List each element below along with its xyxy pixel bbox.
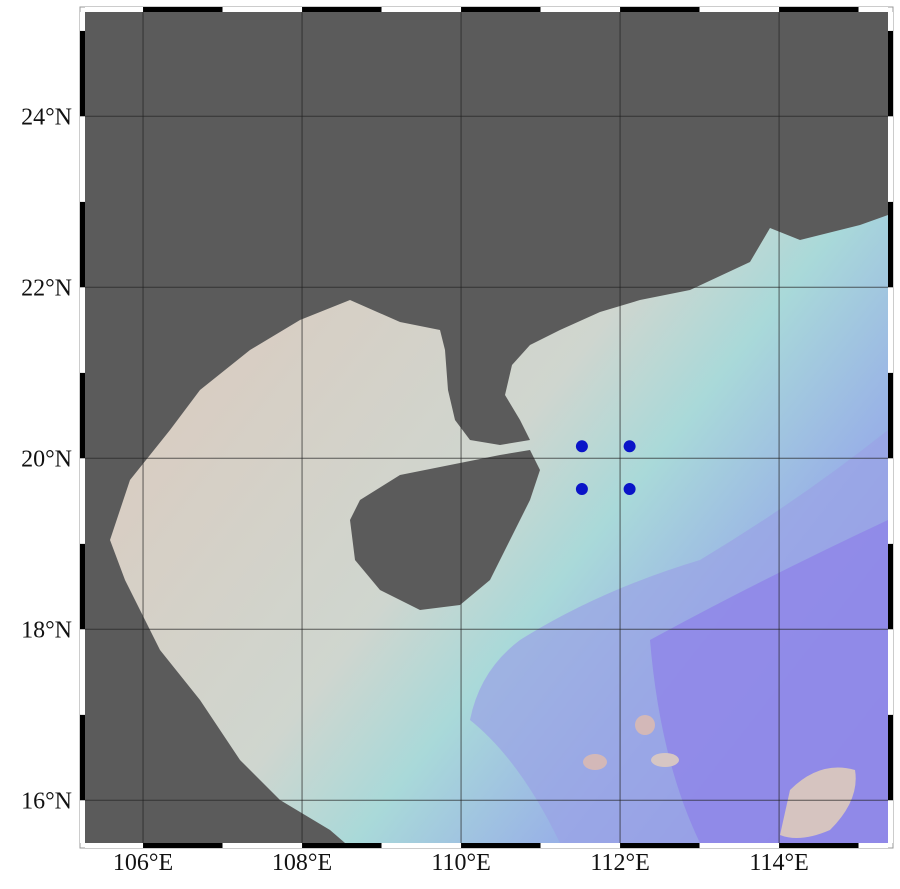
frame-bar xyxy=(779,843,859,848)
station-marker xyxy=(623,440,636,453)
mainland xyxy=(85,12,888,843)
frame-bar xyxy=(381,843,462,848)
lon-tick-label: 108°E xyxy=(272,850,332,876)
frame-bar xyxy=(888,458,893,544)
lon-tick-label: 112°E xyxy=(590,850,649,876)
frame-bar xyxy=(80,116,85,202)
frame-bar xyxy=(80,201,85,288)
frame-bar xyxy=(540,843,621,848)
frame-bar xyxy=(302,843,382,848)
lat-tick-label: 24°N xyxy=(21,104,72,130)
frame-bar xyxy=(858,843,888,848)
frame-bar xyxy=(80,629,85,715)
frame-bar xyxy=(620,7,700,12)
shoal xyxy=(635,715,655,735)
frame-bar xyxy=(80,800,85,843)
frame-bar xyxy=(699,843,780,848)
frame-bar xyxy=(888,543,893,630)
frame-bar xyxy=(888,116,893,202)
hainan-island xyxy=(350,450,540,610)
frame-bar xyxy=(143,7,223,12)
frame-bar xyxy=(222,7,303,12)
frame-bar xyxy=(888,800,893,843)
frame-bar xyxy=(80,30,85,117)
frame-bar xyxy=(888,714,893,801)
deep-basin-core xyxy=(650,520,888,843)
station-marker xyxy=(575,440,588,453)
frame-bar xyxy=(80,458,85,544)
lat-tick-label: 20°N xyxy=(21,446,72,472)
frame-bar xyxy=(85,843,144,848)
frame-bar xyxy=(858,7,888,12)
frame-bar xyxy=(888,201,893,288)
lon-tick-label: 106°E xyxy=(113,850,173,876)
frame-bar xyxy=(888,629,893,715)
frame-bar xyxy=(620,843,700,848)
frame-bar xyxy=(85,7,144,12)
lat-tick-label: 16°N xyxy=(21,788,72,814)
frame-bar xyxy=(80,287,85,373)
stations xyxy=(575,440,636,496)
axis-labels: 106°E 108°E 110°E 112°E 114°E 16°N 18°N 20°N 22°… xyxy=(21,104,809,876)
lon-tick-label: 114°E xyxy=(749,850,808,876)
frame-bar xyxy=(888,372,893,459)
shoal xyxy=(583,754,607,770)
frame-bar xyxy=(80,543,85,630)
lat-tick-label: 22°N xyxy=(21,275,72,301)
frame-bar xyxy=(143,843,223,848)
frame-bar xyxy=(80,714,85,801)
frame-bar xyxy=(222,843,303,848)
frame-bar xyxy=(540,7,621,12)
station-marker xyxy=(575,483,588,496)
frame-bar xyxy=(461,843,541,848)
frame-bar xyxy=(699,7,780,12)
frame-bar xyxy=(381,7,462,12)
shoal xyxy=(780,767,856,839)
graticule xyxy=(85,12,888,843)
frame-bar xyxy=(80,372,85,459)
frame-bar xyxy=(779,7,859,12)
frame-bar xyxy=(888,12,893,31)
frame-bar xyxy=(302,7,382,12)
shoal xyxy=(651,753,679,767)
lon-tick-label: 110°E xyxy=(431,850,490,876)
frame-bar xyxy=(888,30,893,117)
lat-tick-label: 18°N xyxy=(21,617,72,643)
frame-bar xyxy=(888,287,893,373)
station-marker xyxy=(623,483,636,496)
frame-bar xyxy=(80,12,85,31)
map-frame xyxy=(79,6,894,849)
frame-bar xyxy=(461,7,541,12)
